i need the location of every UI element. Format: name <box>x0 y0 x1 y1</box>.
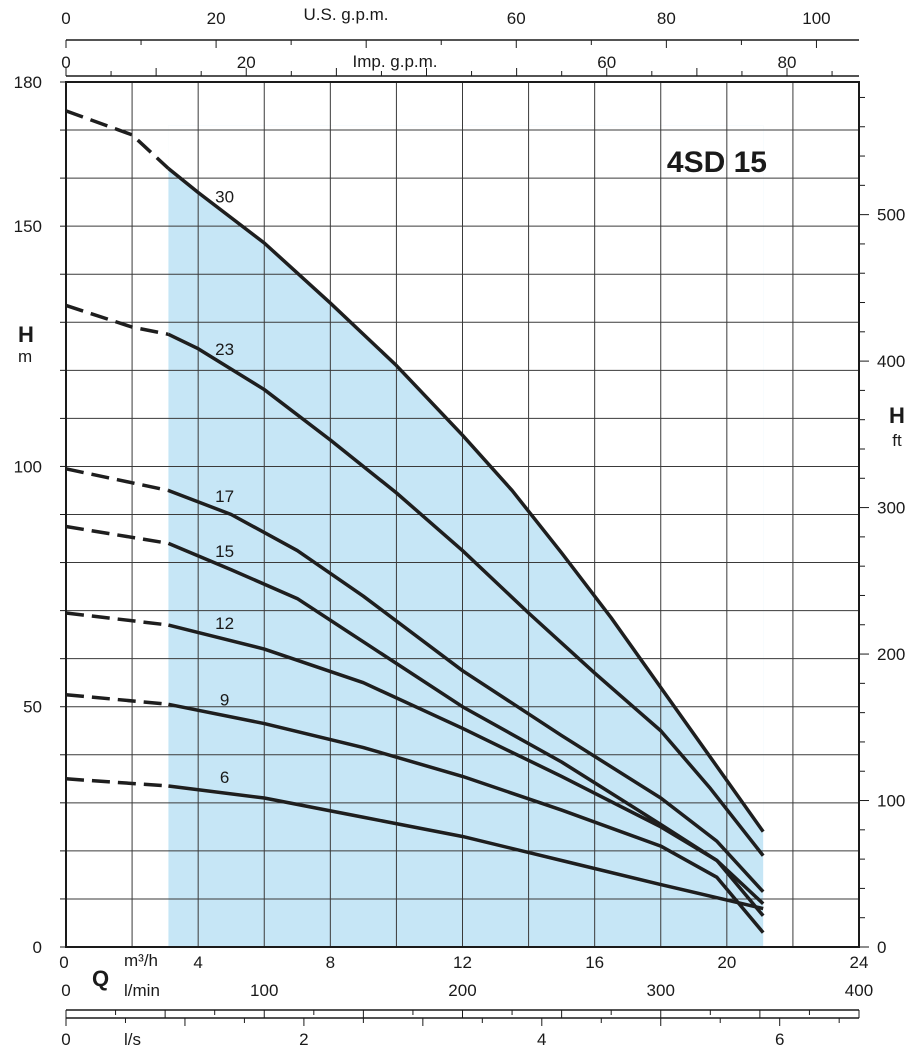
axis-tick-label-l_min: 200 <box>448 981 476 1000</box>
axis-tick-label-l_min: 0 <box>61 981 70 1000</box>
axis-tick-label-imp_gpm: 60 <box>597 53 616 72</box>
axis-tick-label-us_gpm: 100 <box>802 9 830 28</box>
axis-tick-label-l_s: 4 <box>537 1030 546 1049</box>
curve-label-12: 12 <box>215 614 234 633</box>
curve-23 <box>167 332 765 857</box>
x-unit-ls: l/s <box>124 1030 141 1049</box>
curve-label-23: 23 <box>215 340 234 359</box>
axis-tick-label-us_gpm: 0 <box>61 9 70 28</box>
axis-tick-label-l_min: 300 <box>647 981 675 1000</box>
y-right-tick-label: 500 <box>877 206 905 225</box>
y-left-tick-label: 150 <box>14 217 42 236</box>
curve-17 <box>167 488 765 893</box>
x-axis-label: Q <box>92 966 109 991</box>
y-right-tick-label: 100 <box>877 792 905 811</box>
y-right-unit: ft <box>892 431 902 450</box>
x-tick-label: 24 <box>850 953 869 972</box>
x-unit-m3h: m³/h <box>124 951 158 970</box>
x-tick-label: 16 <box>585 953 604 972</box>
curve-6 <box>168 784 764 911</box>
axis-tick-label-l_min: 400 <box>845 981 873 1000</box>
curve-9 <box>168 702 765 934</box>
top-axis-imp-gpm-label: Imp. g.p.m. <box>352 52 437 71</box>
curve-dashed-6 <box>65 777 169 788</box>
x-tick-label: 12 <box>453 953 472 972</box>
grid <box>66 82 859 947</box>
axis-tick-label-us_gpm: 80 <box>657 9 676 28</box>
curve-label-6: 6 <box>220 768 229 787</box>
x-tick-label: 4 <box>193 953 202 972</box>
curve-label-9: 9 <box>220 691 229 710</box>
y-left-symbol: H <box>18 322 34 347</box>
curve-30 <box>167 167 765 833</box>
y-left-tick-label: 50 <box>23 698 42 717</box>
axis-tick-label-us_gpm: 20 <box>207 9 226 28</box>
y-right-tick-label: 200 <box>877 645 905 664</box>
curve-dashed-15 <box>65 524 169 546</box>
curve-dashed-23 <box>65 303 169 337</box>
y-right-tick-label: 0 <box>877 938 886 957</box>
axis-tick-label-imp_gpm: 20 <box>237 53 256 72</box>
y-left-tick-label: 100 <box>14 457 42 476</box>
chart-title: 4SD 15 <box>667 146 767 179</box>
y-right-tick-label: 400 <box>877 352 905 371</box>
curve-dashed-17 <box>65 467 169 493</box>
axis-tick-label-l_s: 0 <box>61 1030 70 1049</box>
x-unit-lmin: l/min <box>124 981 160 1000</box>
axis-tick-label-us_gpm: 60 <box>507 9 526 28</box>
curve-label-17: 17 <box>215 487 234 506</box>
x-tick-label: 8 <box>326 953 335 972</box>
curve-dashed-30 <box>65 109 170 170</box>
x-tick-label: 0 <box>59 953 68 972</box>
curve-dashed-9 <box>65 692 169 707</box>
axis-tick-label-imp_gpm: 0 <box>61 53 70 72</box>
curve-12 <box>168 623 765 917</box>
axis-tick-label-l_s: 6 <box>775 1030 784 1049</box>
operating-range-top-mask <box>168 125 764 832</box>
curve-label-15: 15 <box>215 542 234 561</box>
y-left-tick-label: 0 <box>33 938 42 957</box>
curve-dashed-12 <box>65 611 169 627</box>
y-right-tick-label: 300 <box>877 499 905 518</box>
curve-label-30: 30 <box>215 188 234 207</box>
y-left-unit: m <box>18 347 32 366</box>
axis-tick-label-l_s: 2 <box>299 1030 308 1049</box>
top-axis-us-gpm-label: U.S. g.p.m. <box>303 5 388 24</box>
x-tick-label: 20 <box>717 953 736 972</box>
axis-tick-label-imp_gpm: 80 <box>778 53 797 72</box>
y-right-symbol: H <box>889 403 905 428</box>
y-left-tick-label: 180 <box>14 73 42 92</box>
axis-tick-label-l_min: 100 <box>250 981 278 1000</box>
